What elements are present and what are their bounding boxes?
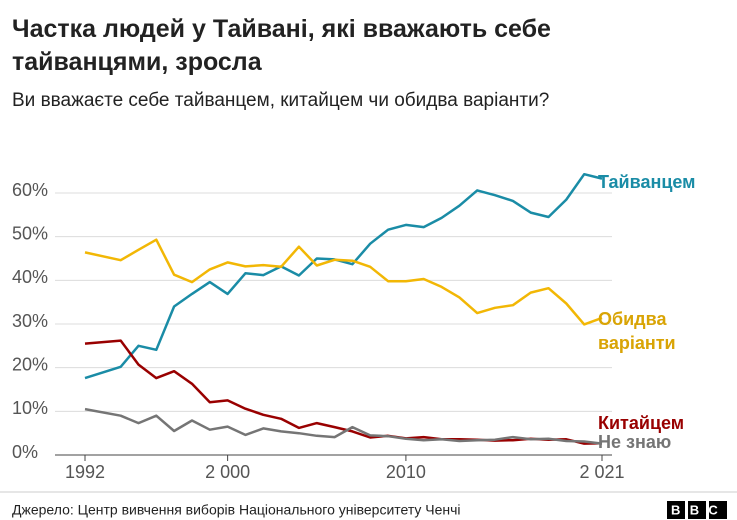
y-tick-label: 0% xyxy=(12,442,38,462)
series-line xyxy=(84,339,603,445)
y-tick-label: 30% xyxy=(12,311,48,331)
y-tick-label: 40% xyxy=(12,267,48,287)
x-tick-label: 2 021 xyxy=(579,462,624,482)
y-tick-label: 10% xyxy=(12,398,48,418)
logo-box xyxy=(709,501,727,519)
y-tick-label: 50% xyxy=(12,223,48,243)
y-tick-label: 20% xyxy=(12,354,48,374)
source: Джерело: Центр вивчення виборів Націонал… xyxy=(12,502,461,518)
x-tick-label: 1992 xyxy=(65,462,105,482)
x-tick-label: 2 000 xyxy=(205,462,250,482)
chart-title: Частка людей у Тайвані, які вважають себ… xyxy=(12,15,551,76)
x-tick-label: 2010 xyxy=(386,462,426,482)
series-label: Китайцем xyxy=(598,413,684,433)
series-line xyxy=(84,407,603,445)
logo-box xyxy=(667,501,685,519)
chart-subtitle: Ви вважаєте себе тайванцем, китайцем чи … xyxy=(12,90,549,111)
series-label: Обидва варіанти xyxy=(598,309,676,353)
logo-box xyxy=(688,501,706,519)
series-label: Тайванцем xyxy=(598,172,696,192)
series-line xyxy=(84,172,603,380)
y-tick-label: 60% xyxy=(12,180,48,200)
series-label: Не знаю xyxy=(598,432,671,452)
series-line xyxy=(84,238,603,326)
logo: BBC xyxy=(671,502,727,517)
